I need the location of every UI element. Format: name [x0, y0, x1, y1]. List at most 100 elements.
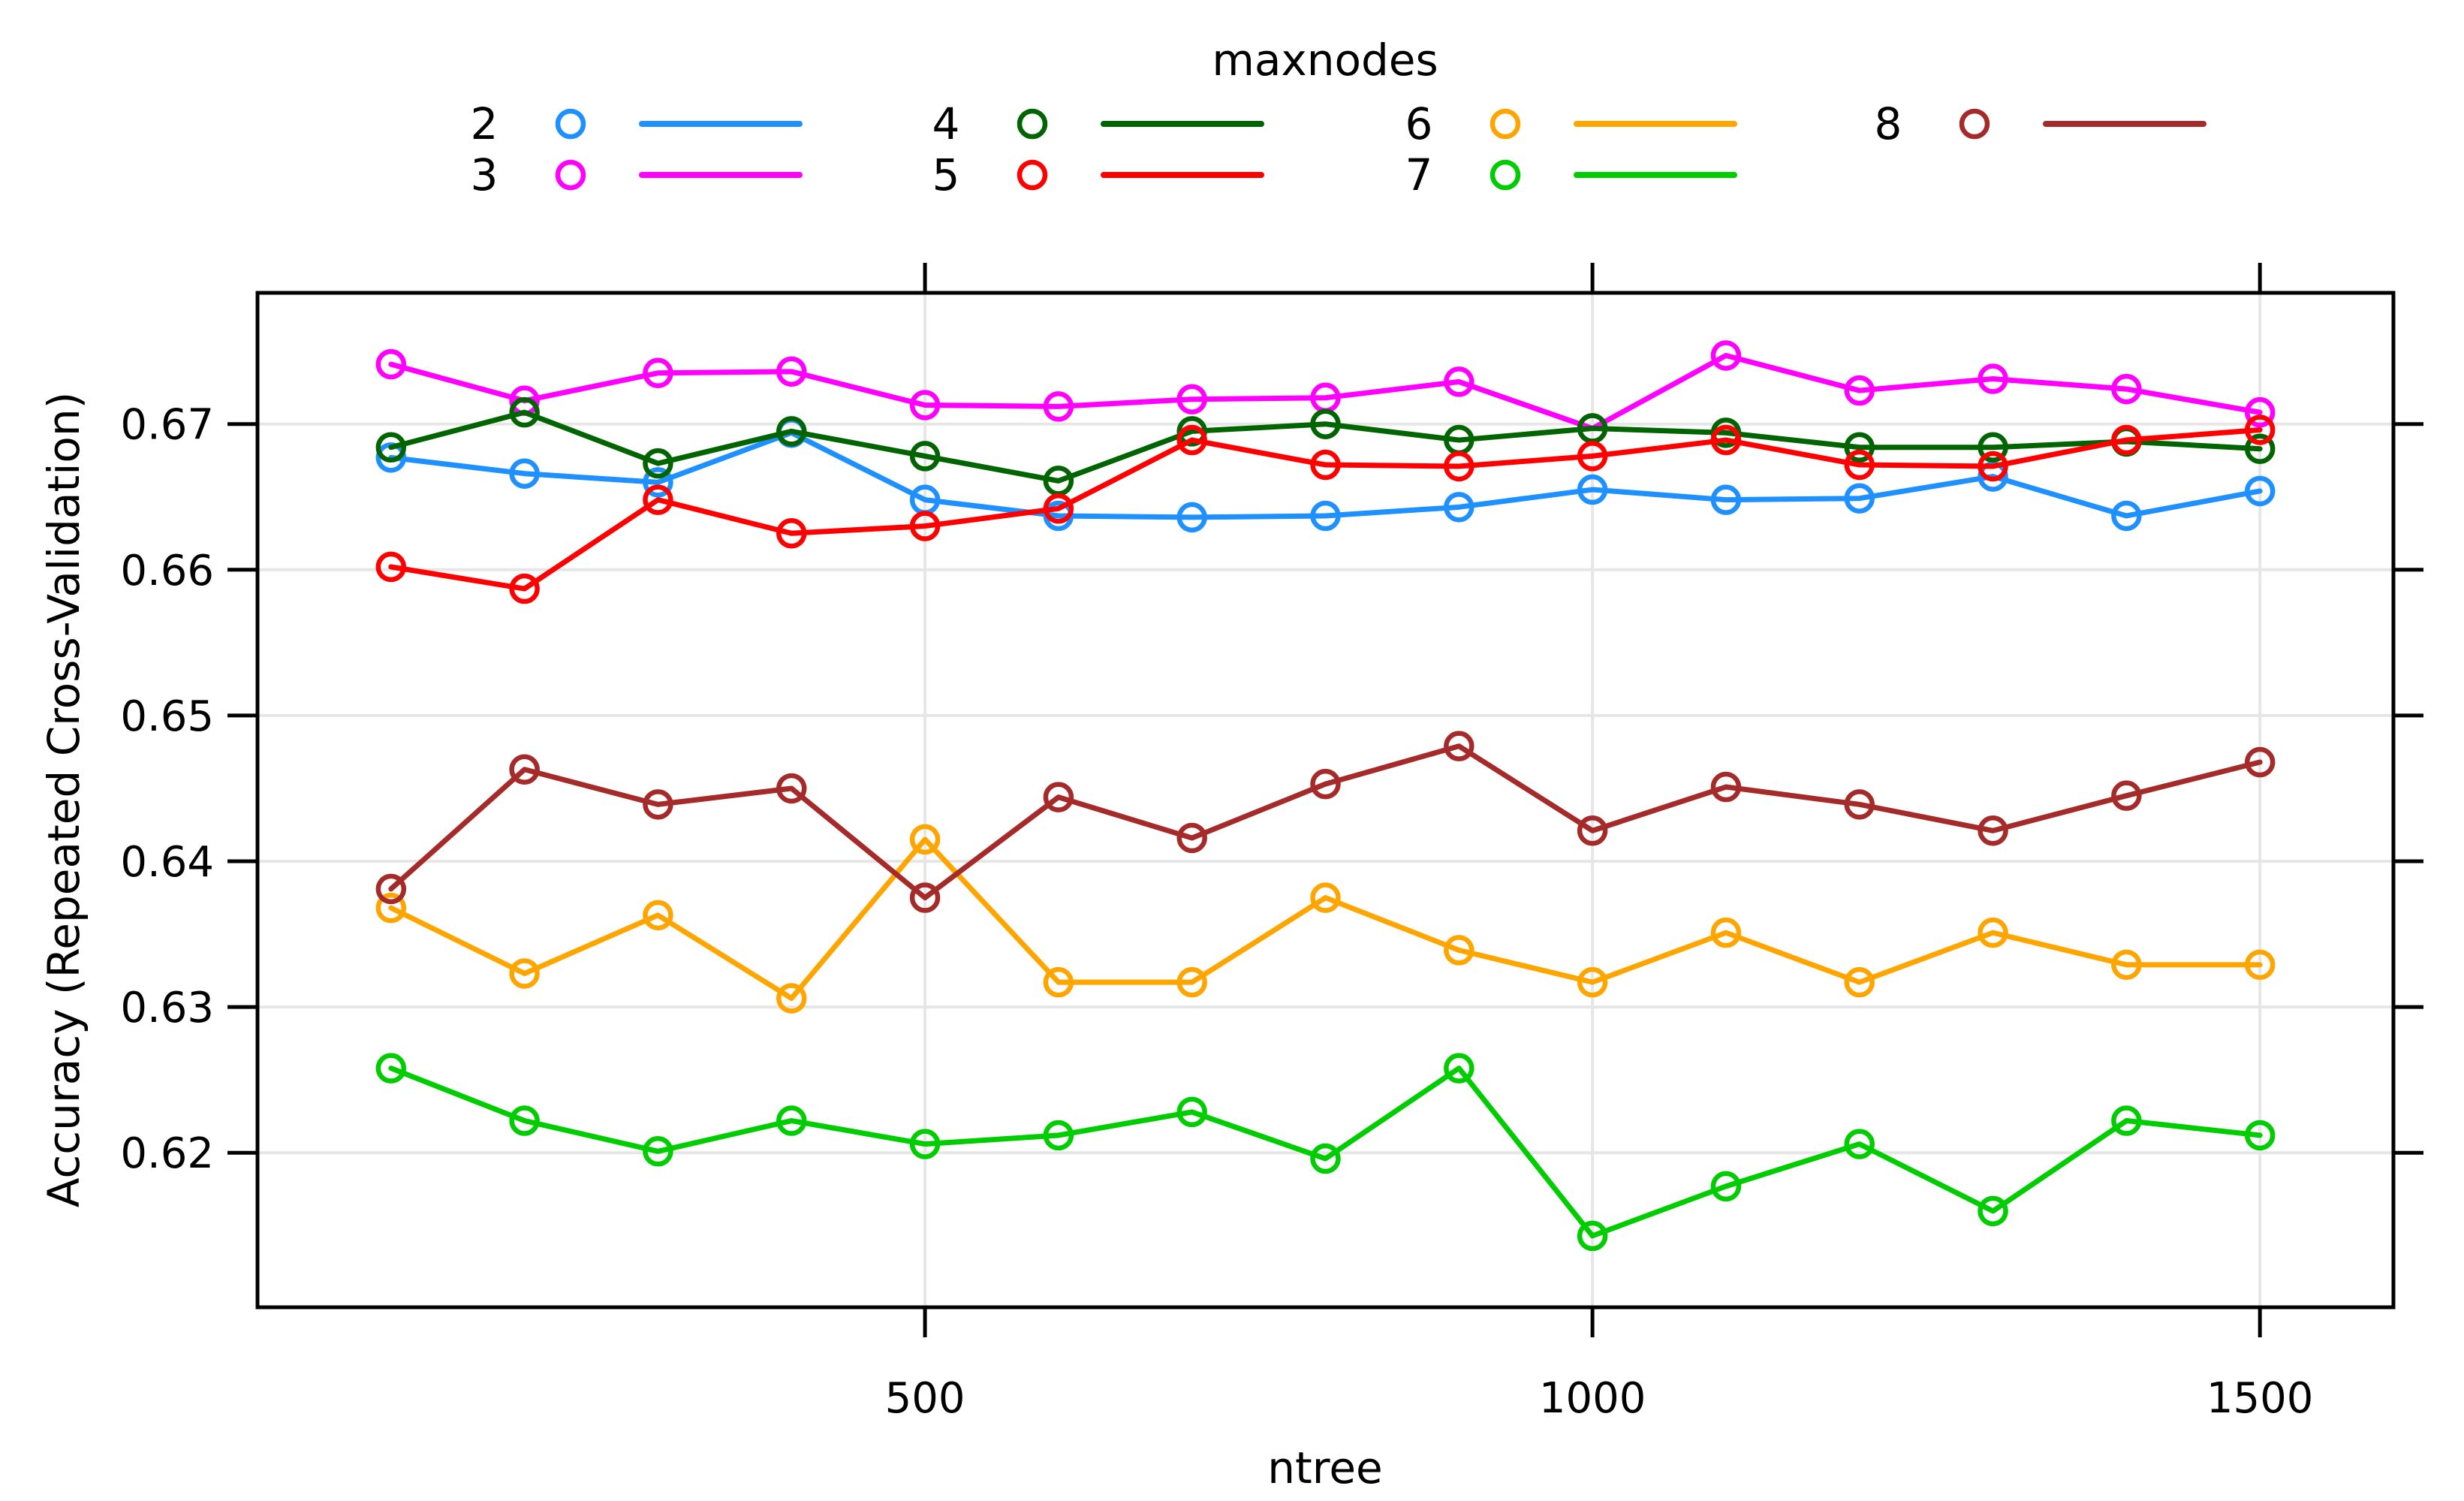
data-point [909, 511, 941, 541]
data-point [1844, 789, 1875, 820]
x-tick-label: 500 [885, 1374, 965, 1423]
legend-item-label: 5 [932, 149, 960, 200]
data-point [776, 416, 807, 447]
data-point [909, 882, 941, 913]
data-point [1978, 815, 2008, 846]
data-point [375, 551, 407, 583]
legend-item-6: 6 [1405, 98, 1737, 149]
data-point [1710, 340, 1742, 371]
data-point [509, 754, 540, 785]
data-point [1043, 391, 1074, 422]
data-point [1444, 492, 1474, 523]
data-point [643, 789, 673, 820]
data-point [1043, 782, 1074, 812]
legend-item-5: 5 [932, 149, 1264, 200]
data-point [1844, 432, 1875, 463]
legend-item-label: 2 [471, 98, 499, 149]
legend-marker-icon [555, 159, 586, 191]
data-point [1176, 384, 1207, 414]
data-point [2244, 475, 2276, 507]
data-point [1176, 416, 1207, 447]
data-point [1710, 1171, 1742, 1202]
legend-marker-icon [1017, 159, 1048, 191]
data-point [643, 467, 673, 498]
data-point [776, 1105, 807, 1136]
data-point [643, 900, 673, 931]
data-point [2244, 1120, 2276, 1151]
data-point [1978, 917, 2008, 948]
series-line-8 [388, 743, 2263, 901]
y-tick-label: 0.65 [120, 692, 214, 741]
data-point [776, 356, 807, 387]
data-point [909, 824, 941, 855]
data-point [1710, 771, 1742, 803]
plot-border [255, 291, 2396, 1310]
data-point [1844, 1129, 1875, 1159]
series-line-5 [388, 426, 2263, 592]
data-point [1310, 882, 1341, 913]
data-point [1444, 935, 1474, 966]
data-point [1176, 966, 1207, 998]
data-point [1710, 484, 1742, 515]
series-6 [375, 824, 2276, 1014]
data-point [1444, 451, 1474, 482]
data-point [509, 958, 540, 989]
data-point [1310, 1143, 1341, 1174]
data-point [643, 484, 673, 515]
data-point [2111, 949, 2142, 981]
series-line-3 [388, 352, 2263, 432]
data-point [1043, 966, 1074, 998]
data-point [1978, 451, 2008, 482]
data-point [909, 390, 941, 420]
data-point [776, 518, 807, 549]
data-point [1310, 408, 1341, 439]
data-point [1978, 432, 2008, 463]
legend-title: maxnodes [1212, 35, 1438, 86]
data-point [2111, 1105, 2142, 1136]
data-point [1310, 500, 1341, 532]
legend-item-3: 3 [471, 149, 803, 200]
data-point [643, 448, 673, 479]
data-point [2244, 414, 2276, 445]
series-8 [375, 731, 2276, 913]
data-point [375, 432, 407, 463]
data-point [509, 1105, 540, 1136]
series-5 [375, 414, 2276, 604]
legend-item-label: 8 [1875, 98, 1902, 149]
data-point [1444, 1053, 1474, 1084]
data-point [1310, 449, 1341, 481]
data-point [1176, 1096, 1207, 1128]
series-line-2 [388, 430, 2263, 520]
y-tick-label: 0.66 [120, 547, 214, 595]
data-point [375, 1053, 407, 1084]
x-tick-label: 1500 [2206, 1374, 2314, 1423]
legend-marker-icon [1490, 159, 1521, 191]
data-point [1176, 822, 1207, 854]
y-tick-label: 0.63 [120, 984, 214, 1032]
data-point [509, 458, 540, 489]
legend-marker-icon [1959, 108, 1990, 140]
data-point [776, 983, 807, 1014]
legend: 23 45 67 8 [471, 98, 2206, 200]
series-layer [375, 340, 2276, 1252]
legend-item-8: 8 [1875, 98, 2206, 149]
y-tick-label: 0.64 [120, 838, 214, 887]
x-axis-title: ntree [1267, 1442, 1382, 1493]
data-point [375, 348, 407, 380]
data-point [2244, 396, 2276, 428]
x-tick-label: 1000 [1539, 1374, 1646, 1423]
data-point [909, 1129, 941, 1159]
series-2 [375, 417, 2276, 533]
legend-item-7: 7 [1405, 149, 1737, 200]
data-point [1577, 441, 1608, 472]
data-point [1978, 363, 2008, 394]
legend-item-label: 6 [1405, 98, 1433, 149]
data-point [1710, 424, 1742, 456]
legend-marker-icon [1017, 108, 1048, 140]
series-3 [375, 340, 2276, 444]
legend-item-4: 4 [932, 98, 1264, 149]
data-point [1043, 1120, 1074, 1151]
series-7 [375, 1053, 2276, 1252]
data-point [2244, 433, 2276, 464]
